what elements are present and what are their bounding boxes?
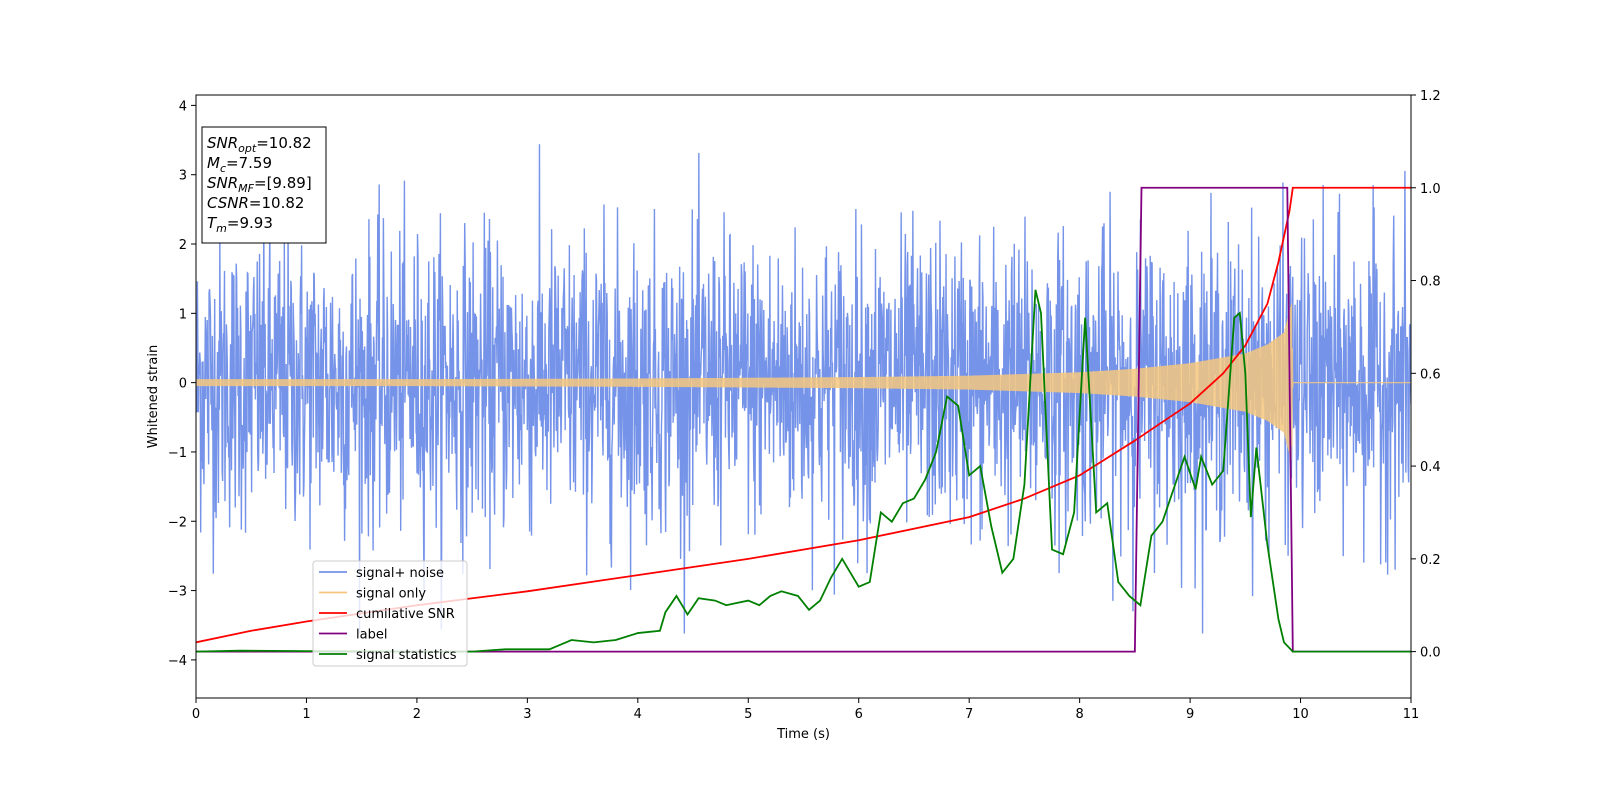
y-tick-label: 4 bbox=[179, 99, 187, 114]
x-tick-label: 2 bbox=[413, 707, 421, 722]
y-tick-label: −3 bbox=[168, 585, 187, 600]
x-tick-label: 0 bbox=[192, 707, 200, 722]
x-axis: 0 1 2 3 4 5 6 7 8 9 10 11 bbox=[192, 698, 1419, 722]
x-axis-label: Time (s) bbox=[776, 727, 830, 742]
y2-tick-label: 1.0 bbox=[1420, 182, 1441, 197]
x-tick-label: 7 bbox=[965, 707, 973, 722]
x-tick-label: 4 bbox=[634, 707, 642, 722]
x-tick-label: 6 bbox=[855, 707, 863, 722]
x-tick-label: 11 bbox=[1403, 707, 1420, 722]
legend-label: signal+ noise bbox=[356, 566, 444, 581]
series-signal-statistics bbox=[196, 289, 1411, 653]
x-tick-label: 8 bbox=[1075, 707, 1083, 722]
y-tick-label: −4 bbox=[168, 654, 187, 669]
annotation-line: Tm=9.93 bbox=[207, 214, 273, 235]
legend-label: signal statistics bbox=[356, 648, 457, 663]
y2-tick-label: 0.6 bbox=[1420, 367, 1441, 382]
legend-label: cumilative SNR bbox=[356, 607, 455, 622]
y-axis-label: Whitened strain bbox=[146, 345, 161, 448]
annotation-line: SNRopt=10.82 bbox=[207, 134, 312, 155]
y-axis-right: 0.0 0.2 0.4 0.6 0.8 1.0 1.2 bbox=[1411, 89, 1441, 661]
y-tick-label: 1 bbox=[179, 307, 187, 322]
x-tick-label: 9 bbox=[1186, 707, 1194, 722]
legend-label: signal only bbox=[356, 587, 426, 602]
annotation-line: SNRMF=[9.89] bbox=[207, 174, 312, 195]
x-tick-label: 3 bbox=[523, 707, 531, 722]
series-signal-noise bbox=[196, 144, 1411, 634]
y-tick-label: −1 bbox=[168, 446, 187, 461]
y-tick-label: 0 bbox=[179, 377, 187, 392]
y-axis-left: −4 −3 −2 −1 0 1 2 3 4 bbox=[168, 99, 196, 669]
legend-frame bbox=[312, 560, 468, 667]
series-signal-only bbox=[196, 303, 1411, 461]
annotation-line: Mc=7.59 bbox=[207, 154, 272, 175]
annotation-frame bbox=[201, 126, 327, 244]
x-tick-label: 1 bbox=[302, 707, 310, 722]
x-tick-label: 10 bbox=[1292, 707, 1309, 722]
annotation-box: SNRopt=10.82Mc=7.59SNRMF=[9.89]CSNR=10.8… bbox=[201, 126, 327, 244]
y-tick-label: −2 bbox=[168, 515, 187, 530]
legend: signal+ noise signal only cumilative SNR la… bbox=[312, 560, 468, 667]
y2-tick-label: 1.2 bbox=[1420, 89, 1441, 104]
y2-tick-label: 0.2 bbox=[1420, 553, 1441, 568]
y2-tick-label: 0.0 bbox=[1420, 646, 1441, 661]
y-tick-label: 3 bbox=[179, 169, 187, 184]
y-tick-label: 2 bbox=[179, 238, 187, 253]
axes-frame bbox=[195, 94, 1412, 699]
y2-tick-label: 0.4 bbox=[1420, 460, 1441, 475]
y2-tick-label: 0.8 bbox=[1420, 275, 1441, 290]
x-tick-label: 5 bbox=[744, 707, 752, 722]
annotation-line: CSNR=10.82 bbox=[207, 194, 304, 212]
legend-label: label bbox=[356, 628, 387, 643]
